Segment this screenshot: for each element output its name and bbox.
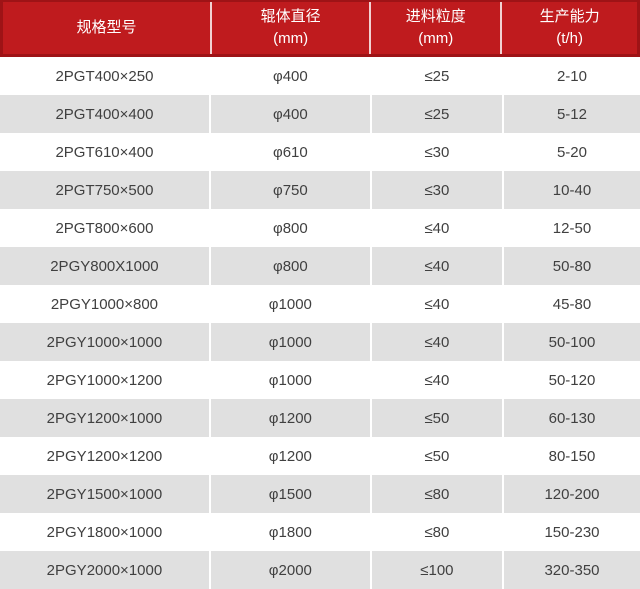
cell-model: 2PGY1200×1000 — [0, 399, 211, 437]
cell-feed-size: ≤80 — [372, 513, 504, 551]
cell-capacity: 320-350 — [544, 561, 600, 579]
table-row: 2PGY1000×800 φ1000 ≤40 45-80 — [0, 285, 640, 323]
table-row: 2PGT610×400 φ610 ≤30 5-20 — [0, 133, 640, 171]
cell-model: 2PGT800×600 — [0, 209, 211, 247]
cell-diameter: φ2000 — [211, 551, 372, 589]
cell-feed-size: ≤30 — [372, 133, 504, 171]
table-row: 2PGY2000×1000 φ2000 ≤100 320-350 — [0, 551, 640, 589]
cell-capacity: 50-80 — [552, 257, 592, 275]
cell-capacity: 45-80 — [552, 295, 592, 313]
header-unit-label: (mm) — [418, 30, 454, 47]
cell-feed-size: ≤40 — [372, 323, 504, 361]
cell-feed-size: ≤50 — [372, 399, 504, 437]
cell-feed-size: ≤30 — [372, 171, 504, 209]
cell-model: 2PGY1000×1200 — [0, 361, 211, 399]
cell-feed-size: ≤50 — [372, 437, 504, 475]
cell-capacity: 2-10 — [556, 67, 587, 85]
cell-capacity: 150-230 — [544, 523, 600, 541]
table-row: 2PGY800X1000 φ800 ≤40 50-80 — [0, 247, 640, 285]
cell-diameter: φ1000 — [211, 361, 372, 399]
table-row: 2PGY1800×1000 φ1800 ≤80 150-230 — [0, 513, 640, 551]
cell-model: 2PGT400×250 — [0, 57, 211, 95]
cell-model: 2PGY1800×1000 — [0, 513, 211, 551]
cell-feed-size: ≤80 — [372, 475, 504, 513]
table-row: 2PGT750×500 φ750 ≤30 10-40 — [0, 171, 640, 209]
cell-diameter: φ1000 — [211, 285, 372, 323]
table-row: 2PGT800×600 φ800 ≤40 12-50 — [0, 209, 640, 247]
cell-diameter: φ400 — [211, 95, 372, 133]
cell-diameter: φ800 — [211, 209, 372, 247]
cell-capacity: 50-100 — [548, 333, 596, 351]
cell-model: 2PGY1000×800 — [0, 285, 211, 323]
cell-diameter: φ1200 — [211, 399, 372, 437]
cell-diameter: φ1000 — [211, 323, 372, 361]
header-unit-label: (t/h) — [556, 30, 583, 47]
cell-model: 2PGT400×400 — [0, 95, 211, 133]
cell-model: 2PGT750×500 — [0, 171, 211, 209]
cell-model: 2PGT610×400 — [0, 133, 211, 171]
cell-capacity: 10-40 — [552, 181, 592, 199]
header-cell-feed-size: 进料粒度 (mm) — [371, 2, 503, 54]
cell-feed-size: ≤100 — [372, 551, 504, 589]
cell-model: 2PGY1200×1200 — [0, 437, 211, 475]
header-label: 规格型号 — [76, 19, 137, 36]
header-label: 生产能力 — [539, 8, 600, 25]
cell-capacity: 50-120 — [548, 371, 596, 389]
cell-feed-size: ≤25 — [372, 57, 504, 95]
cell-capacity: 60-130 — [548, 409, 596, 427]
cell-diameter: φ610 — [211, 133, 372, 171]
table-row: 2PGT400×400 φ400 ≤25 5-12 — [0, 95, 640, 133]
cell-model: 2PGY1500×1000 — [0, 475, 211, 513]
cell-diameter: φ1500 — [211, 475, 372, 513]
cell-capacity: 5-12 — [556, 105, 587, 123]
cell-diameter: φ1800 — [211, 513, 372, 551]
cell-diameter: φ400 — [211, 57, 372, 95]
cell-diameter: φ1200 — [211, 437, 372, 475]
table-row: 2PGY1000×1200 φ1000 ≤40 50-120 — [0, 361, 640, 399]
cell-model: 2PGY800X1000 — [0, 247, 211, 285]
table-row: 2PGY1500×1000 φ1500 ≤80 120-200 — [0, 475, 640, 513]
cell-feed-size: ≤25 — [372, 95, 504, 133]
cell-feed-size: ≤40 — [372, 247, 504, 285]
header-label: 进料粒度 — [405, 8, 466, 25]
table-row: 2PGY1200×1000 φ1200 ≤50 60-130 — [0, 399, 640, 437]
header-label: 辊体直径 — [260, 8, 321, 25]
cell-feed-size: ≤40 — [372, 285, 504, 323]
header-cell-model: 规格型号 — [3, 2, 212, 54]
cell-capacity: 80-150 — [548, 447, 596, 465]
table-row: 2PGT400×250 φ400 ≤25 2-10 — [0, 57, 640, 95]
cell-diameter: φ750 — [211, 171, 372, 209]
table-row: 2PGY1000×1000 φ1000 ≤40 50-100 — [0, 323, 640, 361]
cell-capacity: 120-200 — [544, 485, 600, 503]
table-body: 2PGT400×250 φ400 ≤25 2-10 2PGT400×400 φ4… — [0, 57, 640, 589]
cell-capacity: 12-50 — [552, 219, 592, 237]
cell-model: 2PGY2000×1000 — [0, 551, 211, 589]
cell-feed-size: ≤40 — [372, 209, 504, 247]
header-unit-label: (mm) — [273, 30, 309, 47]
header-cell-capacity: 生产能力 (t/h) — [502, 2, 637, 54]
table-row: 2PGY1200×1200 φ1200 ≤50 80-150 — [0, 437, 640, 475]
table-header-row: 规格型号 辊体直径 (mm) 进料粒度 (mm) 生产能力 (t/h) — [0, 0, 640, 57]
cell-capacity: 5-20 — [556, 143, 587, 161]
header-cell-roller-diameter: 辊体直径 (mm) — [212, 2, 372, 54]
cell-diameter: φ800 — [211, 247, 372, 285]
cell-feed-size: ≤40 — [372, 361, 504, 399]
cell-model: 2PGY1000×1000 — [0, 323, 211, 361]
